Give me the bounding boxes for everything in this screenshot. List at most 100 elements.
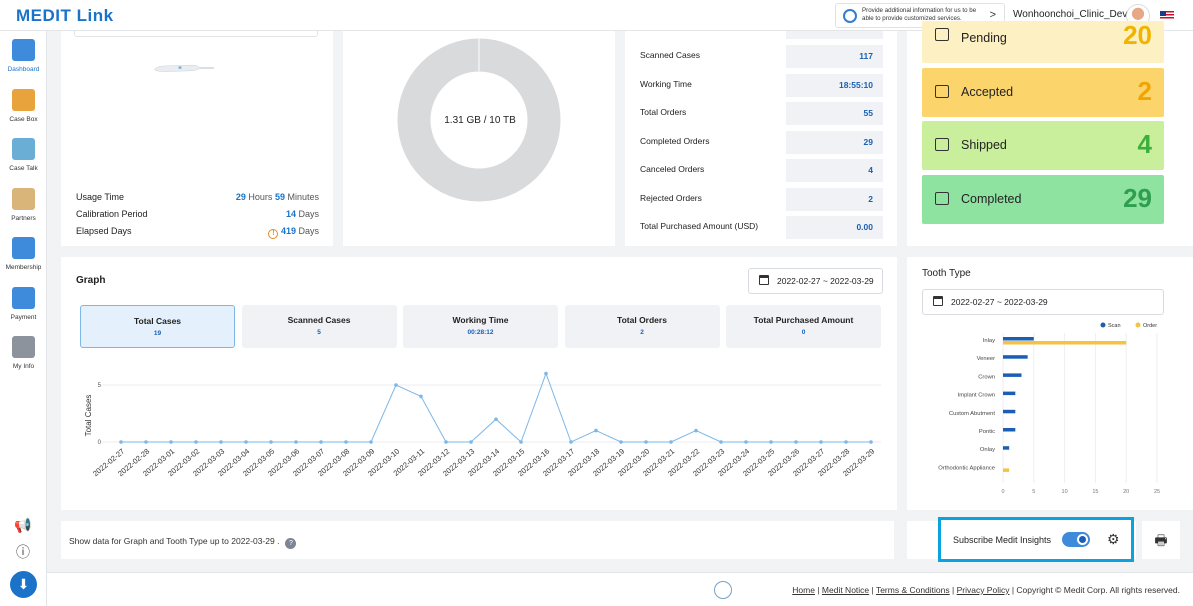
data-point[interactable] <box>344 440 348 444</box>
sidebar-item-case-talk[interactable]: Case Talk <box>0 134 47 182</box>
data-point[interactable] <box>519 440 523 444</box>
payment-icon <box>12 286 35 309</box>
data-point[interactable] <box>144 440 148 444</box>
bar-scan[interactable] <box>1003 428 1016 432</box>
data-point[interactable] <box>769 440 773 444</box>
category-label: Pontic <box>979 429 995 435</box>
footer-link-notice[interactable]: Medit Notice <box>821 585 870 595</box>
bar-scan[interactable] <box>1003 355 1028 359</box>
subscribe-insights-label: Subscribe Medit Insights <box>953 535 1052 545</box>
category-label: Implant Crown <box>958 393 995 399</box>
data-point[interactable] <box>269 440 273 444</box>
data-point[interactable] <box>419 394 423 399</box>
status-card-accepted[interactable]: Accepted 2 <box>922 68 1164 117</box>
bar-order[interactable] <box>1003 468 1010 472</box>
warning-icon: ! <box>268 229 279 239</box>
footnote-text: Show data for Graph and Tooth Type up to… <box>69 536 297 549</box>
info-icon[interactable]: ⓘ <box>16 544 30 560</box>
graph-tab-total-orders[interactable]: Total Orders 2 <box>564 305 720 348</box>
graph-tab-total-purchased-amount[interactable]: Total Purchased Amount 0 <box>726 305 881 348</box>
data-point[interactable] <box>219 440 223 444</box>
footer-link-privacy[interactable]: Privacy Policy <box>956 585 1010 595</box>
status-label: Shipped <box>961 138 1007 152</box>
tooth-date-picker[interactable]: 2022-02-27 ~ 2022-03-29 <box>922 289 1164 315</box>
data-point[interactable] <box>644 440 648 444</box>
sidebar-item-case-box[interactable]: Case Box <box>0 85 47 133</box>
calendar-icon <box>933 296 943 306</box>
download-button[interactable]: ⬇ <box>10 571 37 598</box>
data-point[interactable] <box>194 440 198 444</box>
sidebar-item-membership[interactable]: Membership <box>0 233 47 281</box>
data-point[interactable] <box>319 440 323 444</box>
announcement-icon[interactable]: 📢 <box>14 517 32 533</box>
storage-usage-label: 1.31 GB / 10 TB <box>444 115 516 126</box>
footer-link-terms[interactable]: Terms & Conditions <box>875 585 950 595</box>
stat-label: Canceled Orders <box>640 164 705 174</box>
sidebar-item-dashboard[interactable]: Dashboard <box>0 35 47 83</box>
category-label: Orthodontic Appliance <box>938 465 995 471</box>
graph-tab-working-time[interactable]: Working Time 00:28:12 <box>403 305 558 348</box>
graph-date-picker[interactable]: 2022-02-27 ~ 2022-03-29 <box>748 268 883 294</box>
sidebar-item-my-info[interactable]: My Info <box>0 332 47 380</box>
graph-tab-total-cases[interactable]: Total Cases 19 <box>80 305 235 348</box>
data-point[interactable] <box>369 440 373 444</box>
data-point[interactable] <box>594 428 598 433</box>
data-point[interactable] <box>744 440 748 444</box>
data-point[interactable] <box>494 417 498 421</box>
elapsed-days-row: Elapsed Days ! 419 Days <box>76 226 319 239</box>
data-point[interactable] <box>819 440 823 444</box>
app-logo[interactable]: MEDIT Link <box>16 6 114 25</box>
scanner-image <box>154 64 214 72</box>
data-point[interactable] <box>244 440 248 444</box>
data-point[interactable] <box>569 440 573 444</box>
data-point[interactable] <box>694 428 698 433</box>
dashboard-icon <box>12 39 35 61</box>
data-point[interactable] <box>619 440 623 444</box>
status-card-pending[interactable]: Pending 20 <box>922 20 1164 63</box>
usage-time-row: Usage Time 29 Hours 59 Minutes <box>76 192 319 202</box>
tab-value: 00:28:12 <box>467 329 494 336</box>
stat-label: Completed Orders <box>640 135 710 146</box>
stat-value: 18:55:10 <box>786 73 883 97</box>
gear-icon[interactable]: ⚙ <box>1107 531 1120 547</box>
us-flag-icon[interactable] <box>1160 11 1174 20</box>
bar-scan[interactable] <box>1003 409 1016 414</box>
status-count: 29 <box>1123 183 1152 213</box>
stat-value: 117 <box>786 45 883 68</box>
bar-scan[interactable] <box>1003 337 1034 341</box>
status-label: Completed <box>961 192 1022 206</box>
insights-toggle[interactable] <box>1062 532 1090 547</box>
sidebar-item-payment[interactable]: Payment <box>0 283 47 331</box>
data-point[interactable] <box>719 440 723 444</box>
stat-label: Rejected Orders <box>640 192 702 203</box>
bar-scan[interactable] <box>1003 446 1010 450</box>
data-point[interactable] <box>669 440 673 444</box>
print-icon[interactable]: 🖶 <box>1142 521 1180 559</box>
data-point[interactable] <box>794 440 798 444</box>
status-card-shipped[interactable]: Shipped 4 <box>922 121 1164 170</box>
username[interactable]: Wonhoonchoi_Clinic_Dev <box>1013 9 1128 20</box>
data-point[interactable] <box>169 440 173 444</box>
graph-tab-scanned-cases[interactable]: Scanned Cases 5 <box>241 305 397 348</box>
my-info-icon <box>12 336 35 358</box>
data-point[interactable] <box>469 440 473 444</box>
data-point[interactable] <box>869 440 873 444</box>
stat-value: 55 <box>786 102 883 125</box>
help-icon[interactable]: ? <box>285 538 297 549</box>
footer-link-home[interactable]: Home <box>792 585 815 595</box>
sidebar-item-partners[interactable]: Partners <box>0 184 47 232</box>
bar-order[interactable] <box>1003 341 1127 345</box>
partners-icon <box>12 187 35 210</box>
data-point[interactable] <box>119 440 123 444</box>
data-point[interactable] <box>394 383 398 387</box>
x-tick-label: 15 <box>1092 489 1098 495</box>
bar-scan[interactable] <box>1003 391 1016 396</box>
data-point[interactable] <box>444 440 448 444</box>
data-point[interactable] <box>844 440 848 444</box>
status-card-completed[interactable]: Completed 29 <box>922 175 1164 224</box>
stat-label: Total Orders <box>640 107 687 117</box>
bar-scan[interactable] <box>1003 373 1022 377</box>
tab-value: 5 <box>317 329 321 336</box>
data-point[interactable] <box>294 440 298 444</box>
data-point[interactable] <box>544 371 548 376</box>
